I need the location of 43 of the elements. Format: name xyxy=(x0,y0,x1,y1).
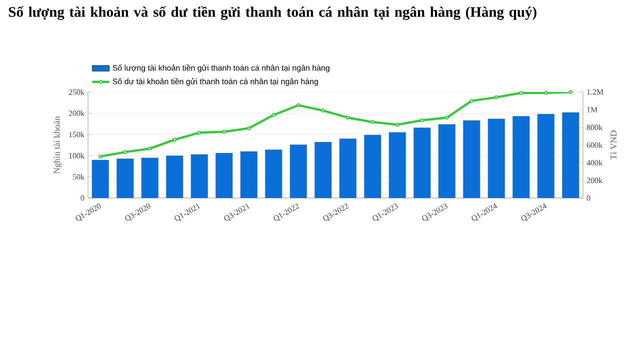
bar xyxy=(537,114,554,198)
bar xyxy=(339,138,356,198)
bar xyxy=(388,132,406,198)
bar xyxy=(414,128,431,198)
y2-axis-title: Tỉ VND xyxy=(610,130,617,160)
point xyxy=(494,95,498,100)
point xyxy=(444,116,449,120)
bar xyxy=(92,160,109,198)
bar xyxy=(265,150,282,198)
point xyxy=(272,113,276,117)
bar xyxy=(512,116,530,198)
point xyxy=(519,90,524,95)
point xyxy=(98,154,102,158)
point xyxy=(123,150,128,154)
point xyxy=(296,103,300,108)
bar xyxy=(314,142,332,198)
bar xyxy=(190,154,208,198)
bar xyxy=(141,158,158,198)
bar xyxy=(364,134,382,198)
point xyxy=(321,108,326,112)
point xyxy=(395,122,400,127)
point xyxy=(148,146,152,150)
point xyxy=(197,130,202,135)
bar xyxy=(116,158,134,198)
bar xyxy=(240,151,258,198)
point xyxy=(172,138,177,142)
bar xyxy=(562,112,580,198)
bar xyxy=(488,118,505,198)
bar xyxy=(290,144,307,198)
chart-title: Số lượng tài khoản và số dư tiền gửi thanh toán cá nhân tại ngân hàng (Hàng quý) xyxy=(8,6,536,20)
bar xyxy=(438,124,456,198)
point xyxy=(420,118,424,122)
point xyxy=(544,90,548,95)
point xyxy=(246,126,251,130)
point xyxy=(346,116,350,120)
point xyxy=(222,130,226,134)
bar xyxy=(216,153,233,198)
point xyxy=(568,90,573,94)
bar xyxy=(463,120,480,198)
bar xyxy=(166,156,184,198)
point xyxy=(470,98,474,103)
y-axis-title: Nghìn tài khoản xyxy=(54,116,62,174)
point xyxy=(370,120,375,124)
